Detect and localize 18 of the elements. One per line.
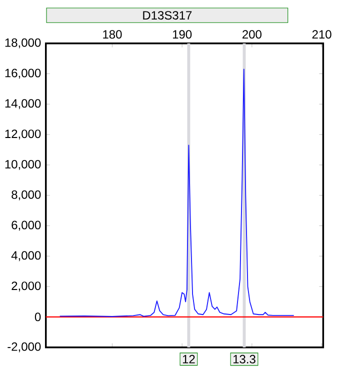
x-tick-label: 180 — [103, 30, 122, 39]
x-tick-label: 190 — [173, 30, 192, 39]
annotation: 13.3 — [234, 354, 256, 364]
y-tick-label: 6,000 — [12, 220, 41, 231]
y-tick-label: 14,000 — [5, 99, 41, 110]
x-tick-label: 210 — [312, 30, 332, 39]
y-tick-label: 2,000 — [12, 282, 41, 292]
y-tick-label: 12,000 — [5, 130, 41, 140]
chart-title: D13S317 — [143, 11, 192, 20]
y-tick-label: 8,000 — [12, 190, 41, 200]
annotation: 12 — [183, 354, 195, 364]
y-tick-label: 18,000 — [5, 38, 41, 48]
y-tick-label: 0 — [35, 312, 41, 322]
x-tick-label: 200 — [242, 30, 262, 39]
y-tick-label: 16,000 — [5, 68, 41, 79]
y-tick-label: 4,000 — [11, 251, 41, 262]
y-tick-label: -2,000 — [8, 342, 41, 352]
y-tick-label: 10,000 — [5, 160, 41, 170]
